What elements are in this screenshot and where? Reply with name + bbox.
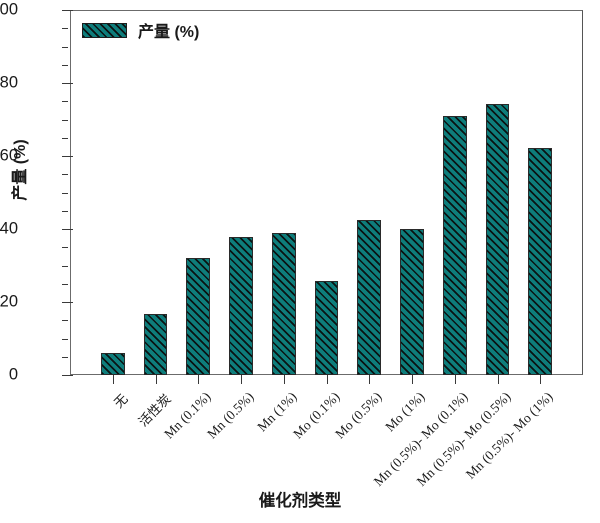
- bar-9: [485, 104, 510, 375]
- y-tick-minor-10: [62, 338, 68, 340]
- legend-swatch-yield: [82, 22, 127, 38]
- y-tick-label-60: 60: [0, 146, 18, 165]
- y-tick-minor-70: [62, 119, 68, 121]
- x-tick-0: [112, 375, 114, 384]
- legend-label-yield: 产量 (%): [138, 24, 200, 41]
- y-tick-minor-50: [62, 192, 68, 194]
- x-tick-9: [497, 375, 499, 384]
- x-tick-7: [412, 375, 413, 384]
- y-tick-minor-55: [62, 174, 68, 176]
- y-tick-major-0: [62, 375, 73, 376]
- y-tick-minor-5: [62, 356, 68, 358]
- y-tick-minor-75: [62, 101, 68, 103]
- y-tick-minor-90: [62, 46, 68, 48]
- bar-4: [271, 233, 296, 375]
- x-tick-10: [540, 375, 542, 384]
- x-tick-6: [369, 375, 371, 384]
- y-tick-label-0: 0: [8, 365, 18, 384]
- y-axis: 0 20 40 60 80 100: [0, 0, 73, 385]
- y-tick-minor-15: [62, 320, 68, 322]
- bar-1: [143, 314, 168, 375]
- y-tick-minor-30: [62, 265, 68, 267]
- x-tick-2: [198, 375, 200, 384]
- bar-6: [357, 219, 382, 375]
- y-tick-minor-95: [62, 28, 68, 30]
- y-tick-minor-85: [62, 64, 68, 66]
- x-tick-4: [283, 375, 285, 384]
- x-tick-5: [326, 375, 328, 384]
- y-tick-minor-65: [62, 137, 68, 139]
- y-tick-minor-35: [62, 247, 68, 249]
- y-tick-major-100: [62, 10, 73, 11]
- y-tick-major-60: [62, 156, 73, 157]
- y-tick-minor-45: [62, 210, 68, 212]
- y-tick-label-100: 100: [0, 0, 18, 19]
- bar-5: [314, 281, 339, 375]
- x-tick-label-0: 无: [110, 391, 131, 411]
- bar-7: [400, 229, 424, 375]
- y-tick-minor-25: [62, 283, 68, 285]
- bar-10: [528, 147, 553, 375]
- bar-0: [100, 353, 125, 375]
- bar-3: [229, 237, 253, 375]
- bar-2: [186, 258, 211, 375]
- y-tick-label-80: 80: [0, 73, 18, 92]
- y-tick-major-20: [62, 302, 73, 303]
- x-tick-3: [241, 375, 242, 384]
- bar-8: [442, 115, 467, 375]
- y-axis-title: 产量 (%): [12, 139, 29, 201]
- legend: 产量 (%): [82, 18, 199, 42]
- y-tick-label-40: 40: [0, 219, 18, 238]
- x-tick-8: [454, 375, 456, 384]
- x-axis-title: 催化剂类型: [258, 492, 342, 510]
- x-tick-1: [155, 375, 157, 384]
- y-tick-label-20: 20: [0, 292, 18, 311]
- y-tick-major-80: [62, 83, 73, 84]
- y-tick-major-40: [62, 229, 73, 230]
- x-tick-label-3: Mn (0.5%): [204, 389, 257, 442]
